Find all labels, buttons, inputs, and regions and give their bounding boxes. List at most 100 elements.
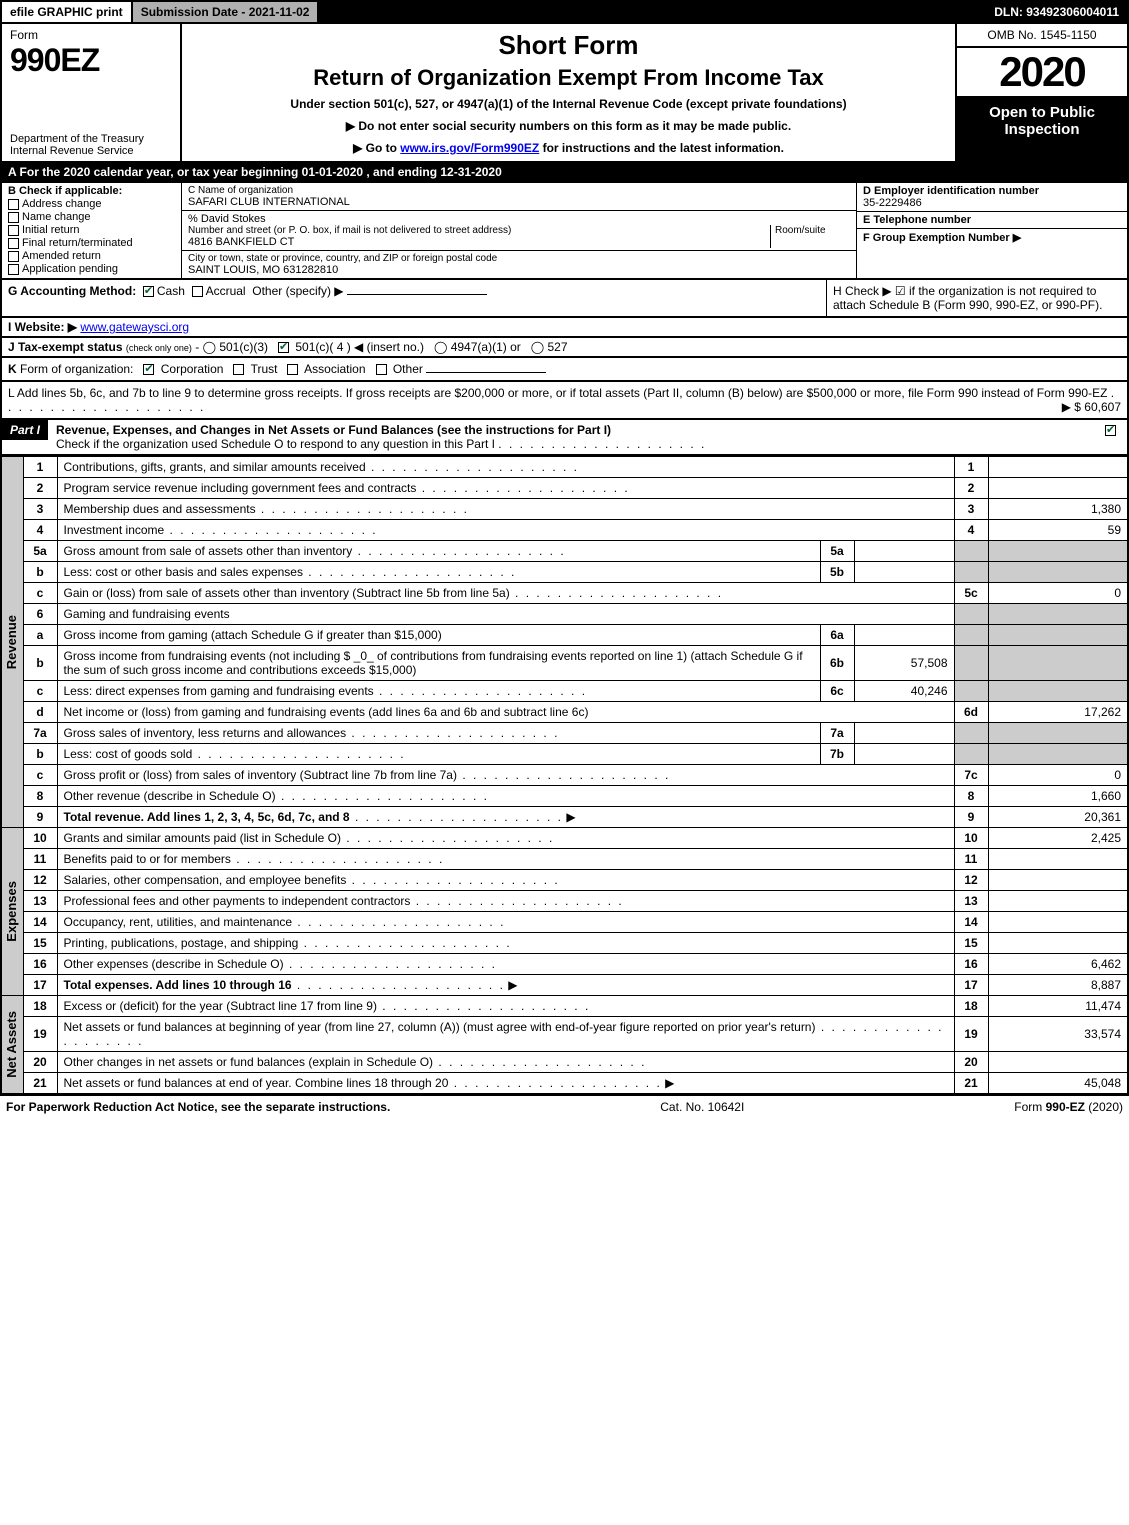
rn: 11 <box>954 849 988 870</box>
rn: 4 <box>954 520 988 541</box>
rn: 6d <box>954 702 988 723</box>
sln: 6a <box>820 625 854 646</box>
chk-amended[interactable]: Amended return <box>8 250 175 262</box>
ln: 18 <box>23 996 57 1017</box>
rn: 1 <box>954 457 988 478</box>
row-i: I Website: ▶ www.gatewaysci.org <box>0 318 1129 338</box>
ln: 17 <box>23 975 57 996</box>
chk-pending[interactable]: Application pending <box>8 263 175 275</box>
header-right: OMB No. 1545-1150 2020 Open to Public In… <box>957 24 1127 161</box>
ld: Other revenue (describe in Schedule O) <box>64 789 276 803</box>
chk-name[interactable]: Name change <box>8 211 175 223</box>
ln: 4 <box>23 520 57 541</box>
ld: Net assets or fund balances at beginning… <box>64 1020 816 1034</box>
ld: Professional fees and other payments to … <box>64 894 411 908</box>
arrow-icon: ▶ <box>566 810 575 824</box>
dots-icon <box>164 523 377 537</box>
rn: 14 <box>954 912 988 933</box>
street-label: Number and street (or P. O. box, if mail… <box>188 225 770 236</box>
city-label: City or town, state or province, country… <box>188 253 850 264</box>
ld: Gaming and fundraising events <box>64 607 230 621</box>
chk-initial[interactable]: Initial return <box>8 224 175 236</box>
ld: Program service revenue including govern… <box>64 481 417 495</box>
website-link[interactable]: www.gatewaysci.org <box>80 320 189 334</box>
dots-icon <box>256 502 469 516</box>
sln: 6b <box>820 646 854 681</box>
shade-cell <box>954 604 988 625</box>
form-number: 990EZ <box>10 42 172 79</box>
ln: 13 <box>23 891 57 912</box>
chk-501c[interactable] <box>278 342 289 353</box>
form-header: Form 990EZ Department of the Treasury In… <box>0 24 1129 163</box>
submission-date: Submission Date - 2021-11-02 <box>133 2 320 22</box>
sval <box>854 723 954 744</box>
ln: c <box>23 583 57 604</box>
row-a: A For the 2020 calendar year, or tax yea… <box>0 163 1129 183</box>
ld: Gain or (loss) from sale of assets other… <box>64 586 510 600</box>
part1-title: Revenue, Expenses, and Changes in Net As… <box>56 423 611 437</box>
ln: 3 <box>23 499 57 520</box>
arrow-goto: ▶ Go to www.irs.gov/Form990EZ for instru… <box>190 141 947 155</box>
other-specify-input[interactable] <box>347 294 487 295</box>
val: 1,380 <box>988 499 1128 520</box>
sval <box>854 541 954 562</box>
ld: Total revenue. Add lines 1, 2, 3, 4, 5c,… <box>64 810 350 824</box>
ld: Benefits paid to or for members <box>64 852 231 866</box>
chk-cash[interactable] <box>143 286 154 297</box>
sval <box>854 744 954 765</box>
goto-post: for instructions and the latest informat… <box>539 141 784 155</box>
val: 11,474 <box>988 996 1128 1017</box>
shade-cell <box>988 646 1128 681</box>
footer-left: For Paperwork Reduction Act Notice, see … <box>6 1100 390 1114</box>
rn: 16 <box>954 954 988 975</box>
ld: Contributions, gifts, grants, and simila… <box>64 460 366 474</box>
rn: 9 <box>954 807 988 828</box>
shade-cell <box>988 625 1128 646</box>
dots-icon <box>410 894 623 908</box>
shade-cell <box>988 681 1128 702</box>
chk-assoc[interactable] <box>287 364 298 375</box>
j-sub: (check only one) <box>126 343 192 353</box>
dots-icon <box>192 747 405 761</box>
ld: Printing, publications, postage, and shi… <box>64 936 299 950</box>
ld: Investment income <box>64 523 165 537</box>
shade-cell <box>988 723 1128 744</box>
care-of: % David Stokes <box>188 213 850 225</box>
title-under: Under section 501(c), 527, or 4947(a)(1)… <box>190 97 947 111</box>
ln: 11 <box>23 849 57 870</box>
chk-final[interactable]: Final return/terminated <box>8 237 175 249</box>
sln: 6c <box>820 681 854 702</box>
ld: Membership dues and assessments <box>64 502 256 516</box>
footer-right: Form 990-EZ (2020) <box>1014 1100 1123 1114</box>
other-org-input[interactable] <box>426 372 546 373</box>
ln: 21 <box>23 1073 57 1095</box>
val <box>988 457 1128 478</box>
ln: 16 <box>23 954 57 975</box>
rn: 20 <box>954 1052 988 1073</box>
chk-address[interactable]: Address change <box>8 198 175 210</box>
chk-trust[interactable] <box>233 364 244 375</box>
chk-corp[interactable] <box>143 364 154 375</box>
bcdef-grid: B Check if applicable: Address change Na… <box>0 183 1129 280</box>
val: 45,048 <box>988 1073 1128 1095</box>
ld: Less: direct expenses from gaming and fu… <box>64 684 374 698</box>
row-h: H Check ▶ ☑ if the organization is not r… <box>827 280 1127 316</box>
efile-label: efile GRAPHIC print <box>2 2 133 22</box>
group-exempt-label: F Group Exemption Number ▶ <box>863 231 1121 244</box>
chk-schedule-o[interactable] <box>1105 425 1116 436</box>
l-amount: ▶ $ 60,607 <box>1062 400 1121 414</box>
open-public: Open to Public Inspection <box>957 98 1127 161</box>
ln: 12 <box>23 870 57 891</box>
rn: 18 <box>954 996 988 1017</box>
dots-icon <box>303 565 516 579</box>
dln: DLN: 93492306004011 <box>986 2 1127 22</box>
chk-other-org[interactable] <box>376 364 387 375</box>
ln: c <box>23 765 57 786</box>
ld: Total expenses. Add lines 10 through 16 <box>64 978 292 992</box>
ld: Less: cost or other basis and sales expe… <box>64 565 303 579</box>
chk-accrual[interactable] <box>192 286 203 297</box>
irs-link[interactable]: www.irs.gov/Form990EZ <box>400 141 539 155</box>
dots-icon <box>448 1076 661 1090</box>
rn: 19 <box>954 1017 988 1052</box>
ln: 7a <box>23 723 57 744</box>
